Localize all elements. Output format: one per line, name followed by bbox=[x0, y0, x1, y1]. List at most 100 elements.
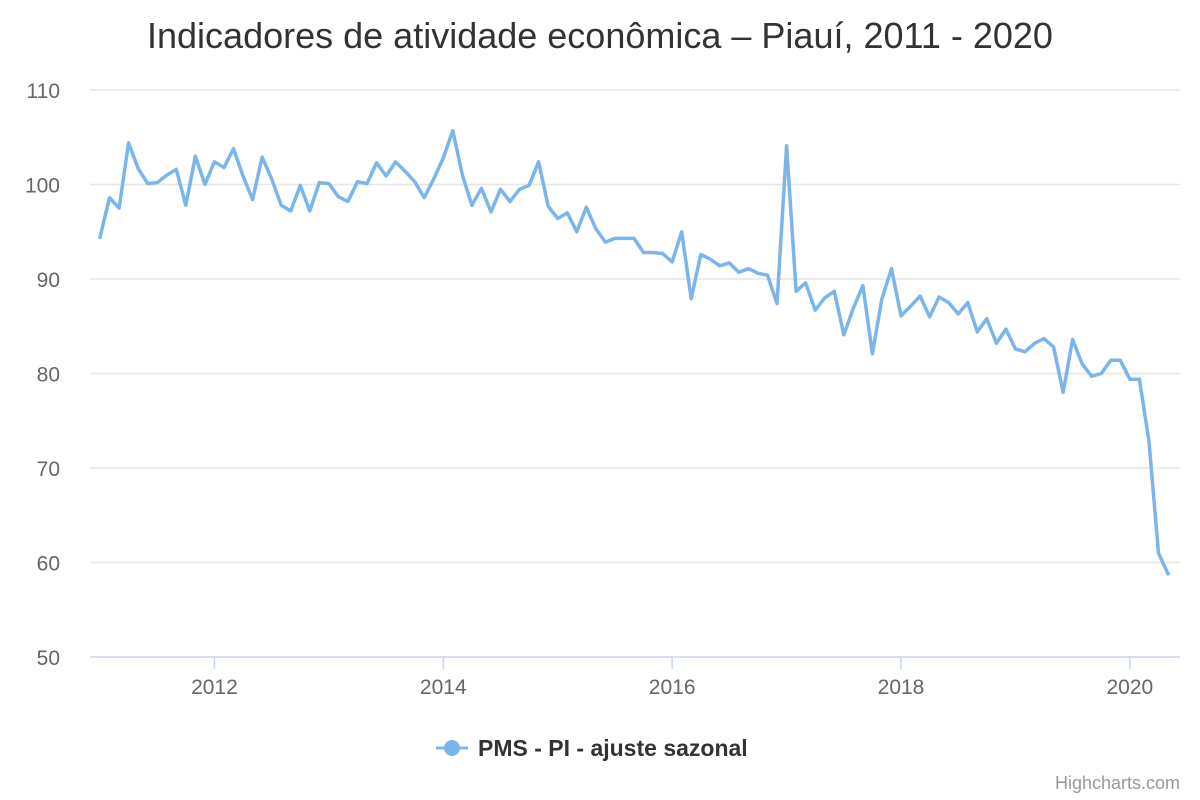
data-point[interactable] bbox=[660, 251, 666, 257]
data-point[interactable] bbox=[326, 181, 332, 187]
data-point[interactable] bbox=[765, 272, 771, 278]
data-point[interactable] bbox=[850, 305, 856, 311]
data-point[interactable] bbox=[116, 205, 122, 211]
data-point[interactable] bbox=[135, 165, 141, 171]
credits-link[interactable]: Highcharts.com bbox=[1054, 773, 1180, 793]
data-point[interactable] bbox=[1032, 340, 1038, 346]
data-point[interactable] bbox=[374, 160, 380, 166]
data-point[interactable] bbox=[1003, 326, 1009, 332]
data-point[interactable] bbox=[650, 250, 656, 256]
data-point[interactable] bbox=[316, 180, 322, 186]
data-point[interactable] bbox=[602, 239, 608, 245]
data-point[interactable] bbox=[1146, 438, 1152, 444]
data-point[interactable] bbox=[831, 288, 837, 294]
data-point[interactable] bbox=[555, 216, 561, 222]
data-point[interactable] bbox=[698, 251, 704, 257]
data-point[interactable] bbox=[793, 288, 799, 294]
data-point[interactable] bbox=[622, 235, 628, 241]
data-point[interactable] bbox=[431, 176, 437, 182]
data-point[interactable] bbox=[1012, 346, 1018, 352]
data-point[interactable] bbox=[1156, 550, 1162, 556]
data-point[interactable] bbox=[574, 229, 580, 235]
data-point[interactable] bbox=[173, 166, 179, 172]
data-point[interactable] bbox=[669, 259, 675, 265]
data-point[interactable] bbox=[1060, 389, 1066, 395]
data-point[interactable] bbox=[536, 159, 542, 165]
data-point[interactable] bbox=[393, 159, 399, 165]
data-point[interactable] bbox=[1127, 376, 1133, 382]
data-point[interactable] bbox=[1022, 349, 1028, 355]
data-point[interactable] bbox=[364, 181, 370, 187]
data-point[interactable] bbox=[745, 266, 751, 272]
data-point[interactable] bbox=[545, 203, 551, 209]
data-point[interactable] bbox=[908, 303, 914, 309]
data-point[interactable] bbox=[879, 296, 885, 302]
data-point[interactable] bbox=[517, 186, 523, 192]
data-point[interactable] bbox=[288, 208, 294, 214]
data-point[interactable] bbox=[936, 294, 942, 300]
data-point[interactable] bbox=[1165, 571, 1171, 577]
data-point[interactable] bbox=[335, 194, 341, 200]
data-point[interactable] bbox=[211, 159, 217, 165]
data-point[interactable] bbox=[927, 314, 933, 320]
series-line[interactable] bbox=[98, 128, 1170, 576]
legend[interactable]: PMS - PI - ajuste sazonal bbox=[436, 735, 748, 761]
data-point[interactable] bbox=[726, 260, 732, 266]
data-point[interactable] bbox=[736, 269, 742, 275]
data-point[interactable] bbox=[812, 307, 818, 313]
data-point[interactable] bbox=[355, 179, 361, 185]
data-point[interactable] bbox=[478, 185, 484, 191]
data-point[interactable] bbox=[784, 143, 790, 149]
data-point[interactable] bbox=[145, 181, 151, 187]
data-point[interactable] bbox=[307, 208, 313, 214]
data-point[interactable] bbox=[583, 204, 589, 210]
data-point[interactable] bbox=[459, 172, 465, 178]
data-point[interactable] bbox=[679, 229, 685, 235]
data-point[interactable] bbox=[974, 329, 980, 335]
data-point[interactable] bbox=[107, 195, 113, 201]
data-point[interactable] bbox=[202, 182, 208, 188]
data-point[interactable] bbox=[221, 165, 227, 171]
data-point[interactable] bbox=[965, 300, 971, 306]
data-point[interactable] bbox=[412, 179, 418, 185]
data-point[interactable] bbox=[707, 256, 713, 262]
data-point[interactable] bbox=[154, 180, 160, 186]
data-point[interactable] bbox=[917, 293, 923, 299]
data-point[interactable] bbox=[1117, 357, 1123, 363]
data-point[interactable] bbox=[889, 266, 895, 272]
data-point[interactable] bbox=[717, 263, 723, 269]
data-point[interactable] bbox=[507, 199, 513, 205]
data-point[interactable] bbox=[469, 202, 475, 208]
data-point[interactable] bbox=[498, 186, 504, 192]
data-point[interactable] bbox=[774, 301, 780, 307]
data-point[interactable] bbox=[259, 154, 265, 160]
data-point[interactable] bbox=[803, 280, 809, 286]
data-point[interactable] bbox=[593, 226, 599, 232]
data-point[interactable] bbox=[755, 270, 761, 276]
data-point[interactable] bbox=[688, 296, 694, 302]
data-point[interactable] bbox=[1136, 376, 1142, 382]
data-point[interactable] bbox=[278, 202, 284, 208]
data-point[interactable] bbox=[993, 340, 999, 346]
data-point[interactable] bbox=[822, 295, 828, 301]
data-point[interactable] bbox=[297, 182, 303, 188]
data-point[interactable] bbox=[1041, 336, 1047, 342]
data-point[interactable] bbox=[450, 128, 456, 134]
data-point[interactable] bbox=[250, 197, 256, 203]
data-point[interactable] bbox=[164, 172, 170, 178]
data-point[interactable] bbox=[1108, 357, 1114, 363]
data-point[interactable] bbox=[383, 173, 389, 179]
data-point[interactable] bbox=[126, 140, 132, 146]
data-point[interactable] bbox=[955, 311, 961, 317]
data-point[interactable] bbox=[1089, 373, 1095, 379]
data-point[interactable] bbox=[631, 235, 637, 241]
data-point[interactable] bbox=[192, 153, 198, 159]
data-point[interactable] bbox=[1051, 344, 1057, 350]
data-point[interactable] bbox=[240, 173, 246, 179]
data-point[interactable] bbox=[440, 155, 446, 161]
data-point[interactable] bbox=[183, 202, 189, 208]
data-point[interactable] bbox=[1079, 361, 1085, 367]
data-point[interactable] bbox=[946, 300, 952, 306]
data-point[interactable] bbox=[612, 235, 618, 241]
data-point[interactable] bbox=[421, 195, 427, 201]
